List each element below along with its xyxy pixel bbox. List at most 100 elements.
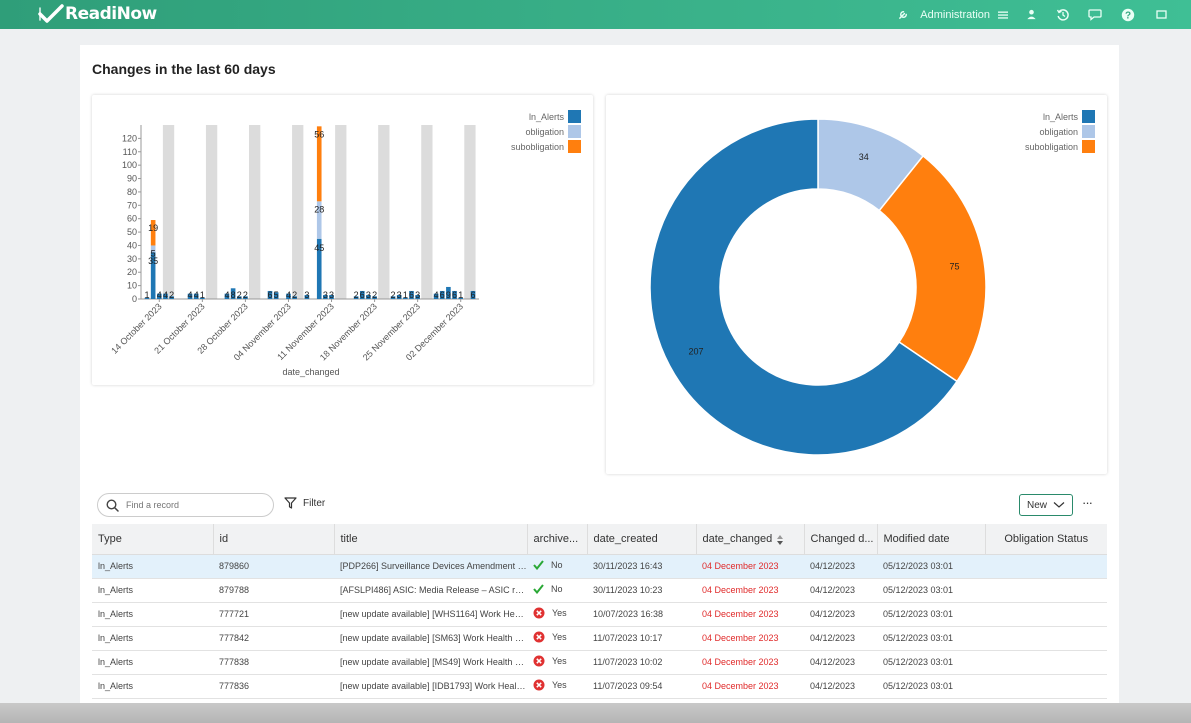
bar-value-label: 6 xyxy=(470,290,475,300)
bar-value-label: 4 xyxy=(188,290,193,300)
chat-icon[interactable] xyxy=(1079,0,1111,29)
x-circle-icon xyxy=(533,607,545,619)
bar-ln-alerts xyxy=(403,297,408,299)
bar-value-label: 3 xyxy=(329,290,334,300)
bar-ln-alerts xyxy=(200,297,205,299)
more-options-button[interactable]: ··· xyxy=(1082,495,1093,510)
donut-slice-subobligation[interactable] xyxy=(878,154,987,383)
tools-icon[interactable] xyxy=(888,0,918,29)
donut-chart-legend: ln_Alerts obligation subobligation xyxy=(1025,109,1095,154)
legend-item-ln-alerts[interactable]: ln_Alerts xyxy=(1025,109,1095,124)
y-tick-label: 30 xyxy=(127,254,137,264)
user-icon[interactable] xyxy=(1015,0,1047,29)
bar-ln-alerts xyxy=(169,296,174,299)
x-circle-icon xyxy=(533,679,545,691)
app-name: ReadiNow xyxy=(65,4,157,24)
cell-id: 777836 xyxy=(213,674,334,699)
sort-icon[interactable] xyxy=(776,534,784,546)
app-logo[interactable]: ReadiNow xyxy=(38,3,157,25)
column-header-id[interactable]: id xyxy=(213,524,335,555)
table-row[interactable]: ln_Alerts 777842 [new update available] [S… xyxy=(92,626,1107,651)
weekend-shading-band xyxy=(464,125,476,299)
legend-item-subobligation[interactable]: subobligation xyxy=(511,139,581,154)
column-header-date-changed[interactable]: date_changed xyxy=(696,524,805,555)
column-header-archived[interactable]: archive... xyxy=(527,524,588,555)
bar-ln-alerts xyxy=(286,293,291,299)
table-row[interactable]: ln_Alerts 879860 [PDP266] Surveillance Dev… xyxy=(92,554,1107,579)
donut-slice-ln-alerts[interactable] xyxy=(649,118,959,456)
bar-ln-alerts xyxy=(187,293,193,299)
column-header-date-created[interactable]: date_created xyxy=(587,524,697,555)
cell-title[interactable]: [new update available] [MS49] Work Healt… xyxy=(334,650,527,675)
table-row[interactable]: ln_Alerts 777836 [new update available] [I… xyxy=(92,674,1107,699)
weekend-shading-band xyxy=(378,125,390,299)
bar-ln-alerts xyxy=(366,294,371,299)
bar-value-label: 2 xyxy=(354,290,359,300)
y-tick-label: 80 xyxy=(127,187,137,197)
bar-value-label: 45 xyxy=(314,243,324,253)
search-icon xyxy=(106,498,119,512)
bar-value-label: 2 xyxy=(169,290,174,300)
bar-ln-alerts xyxy=(243,296,248,299)
legend-item-ln-alerts[interactable]: ln_Alerts xyxy=(511,109,581,124)
cell-changed-d: 04/12/2023 xyxy=(804,554,877,579)
administration-menu[interactable]: Administration xyxy=(918,0,1015,29)
history-icon[interactable] xyxy=(1047,0,1079,29)
cell-modified-date: 05/12/2023 03:01 xyxy=(877,578,985,603)
bar-value-label: 3 xyxy=(366,290,371,300)
page-title: Changes in the last 60 days xyxy=(92,61,276,77)
legend-item-obligation[interactable]: obligation xyxy=(1025,124,1095,139)
table-row[interactable]: ln_Alerts 777838 [new update available] [M… xyxy=(92,650,1107,675)
bar-ln-alerts xyxy=(273,292,279,299)
y-tick-label: 60 xyxy=(127,214,137,224)
bar-value-label: 9 xyxy=(446,290,451,300)
legend-swatch xyxy=(568,110,581,123)
top-nav: Administration ? xyxy=(888,0,1191,29)
fullscreen-icon[interactable] xyxy=(1145,0,1177,29)
bar-ln-alerts xyxy=(156,293,162,299)
cell-date-changed: 04 December 2023 xyxy=(696,674,804,699)
column-header-title[interactable]: title xyxy=(334,524,528,555)
cell-date-changed: 04 December 2023 xyxy=(696,650,804,675)
bar-chart-legend: ln_Alerts obligation subobligation xyxy=(511,109,581,154)
cell-title[interactable]: [new update available] [IDB1793] Work He… xyxy=(334,674,527,699)
bar-segment-label: 19 xyxy=(148,223,158,233)
bar-value-label: 8 xyxy=(231,290,236,300)
cell-date-created: 11/07/2023 10:02 xyxy=(587,650,696,675)
column-header-type[interactable]: Type xyxy=(92,524,214,555)
cell-title[interactable]: [new update available] [WHS1164] Work He… xyxy=(334,602,527,627)
bar-value-label: 6 xyxy=(452,290,457,300)
bar-ln-alerts xyxy=(433,293,439,299)
bar-segment-label: 28 xyxy=(314,204,324,214)
bar-ln-alerts xyxy=(230,288,236,299)
cell-date-changed: 04 December 2023 xyxy=(696,578,804,603)
column-header-changed-d[interactable]: Changed d... xyxy=(804,524,878,555)
cell-title[interactable]: [PDP266] Surveillance Devices Amendment … xyxy=(334,554,527,579)
search-box[interactable] xyxy=(97,493,274,517)
legend-item-obligation[interactable]: obligation xyxy=(511,124,581,139)
bar-value-label: 2 xyxy=(391,290,396,300)
cell-changed-d: 04/12/2023 xyxy=(804,650,877,675)
cell-modified-date: 05/12/2023 03:01 xyxy=(877,626,985,651)
x-circle-icon xyxy=(533,655,545,667)
cell-title[interactable]: [new update available] [SM63] Work Healt… xyxy=(334,626,527,651)
y-tick-label: 110 xyxy=(123,147,137,157)
bar-value-label: 3 xyxy=(323,290,328,300)
cell-title[interactable]: [AFSLPI486] ASIC: Media Release – ASIC r… xyxy=(334,578,527,603)
bar-ln-alerts xyxy=(292,296,297,299)
help-icon[interactable]: ? xyxy=(1111,0,1145,29)
y-tick-label: 20 xyxy=(127,267,137,277)
table-row[interactable]: ln_Alerts 879788 [AFSLPI486] ASIC: Media R… xyxy=(92,578,1107,603)
legend-item-subobligation[interactable]: subobligation xyxy=(1025,139,1095,154)
new-button[interactable]: New xyxy=(1019,494,1073,516)
filter-button[interactable]: Filter xyxy=(284,497,325,509)
column-header-obligation-status[interactable]: Obligation Status xyxy=(985,524,1107,555)
cell-modified-date: 05/12/2023 03:01 xyxy=(877,554,985,579)
check-icon xyxy=(533,584,544,594)
legend-swatch xyxy=(1082,110,1095,123)
cell-archived-value: Yes xyxy=(552,680,567,690)
cell-archived: Yes xyxy=(527,602,587,627)
column-header-modified-date[interactable]: Modified date xyxy=(877,524,986,555)
table-row[interactable]: ln_Alerts 777721 [new update available] [W… xyxy=(92,602,1107,627)
search-input[interactable] xyxy=(126,500,266,510)
